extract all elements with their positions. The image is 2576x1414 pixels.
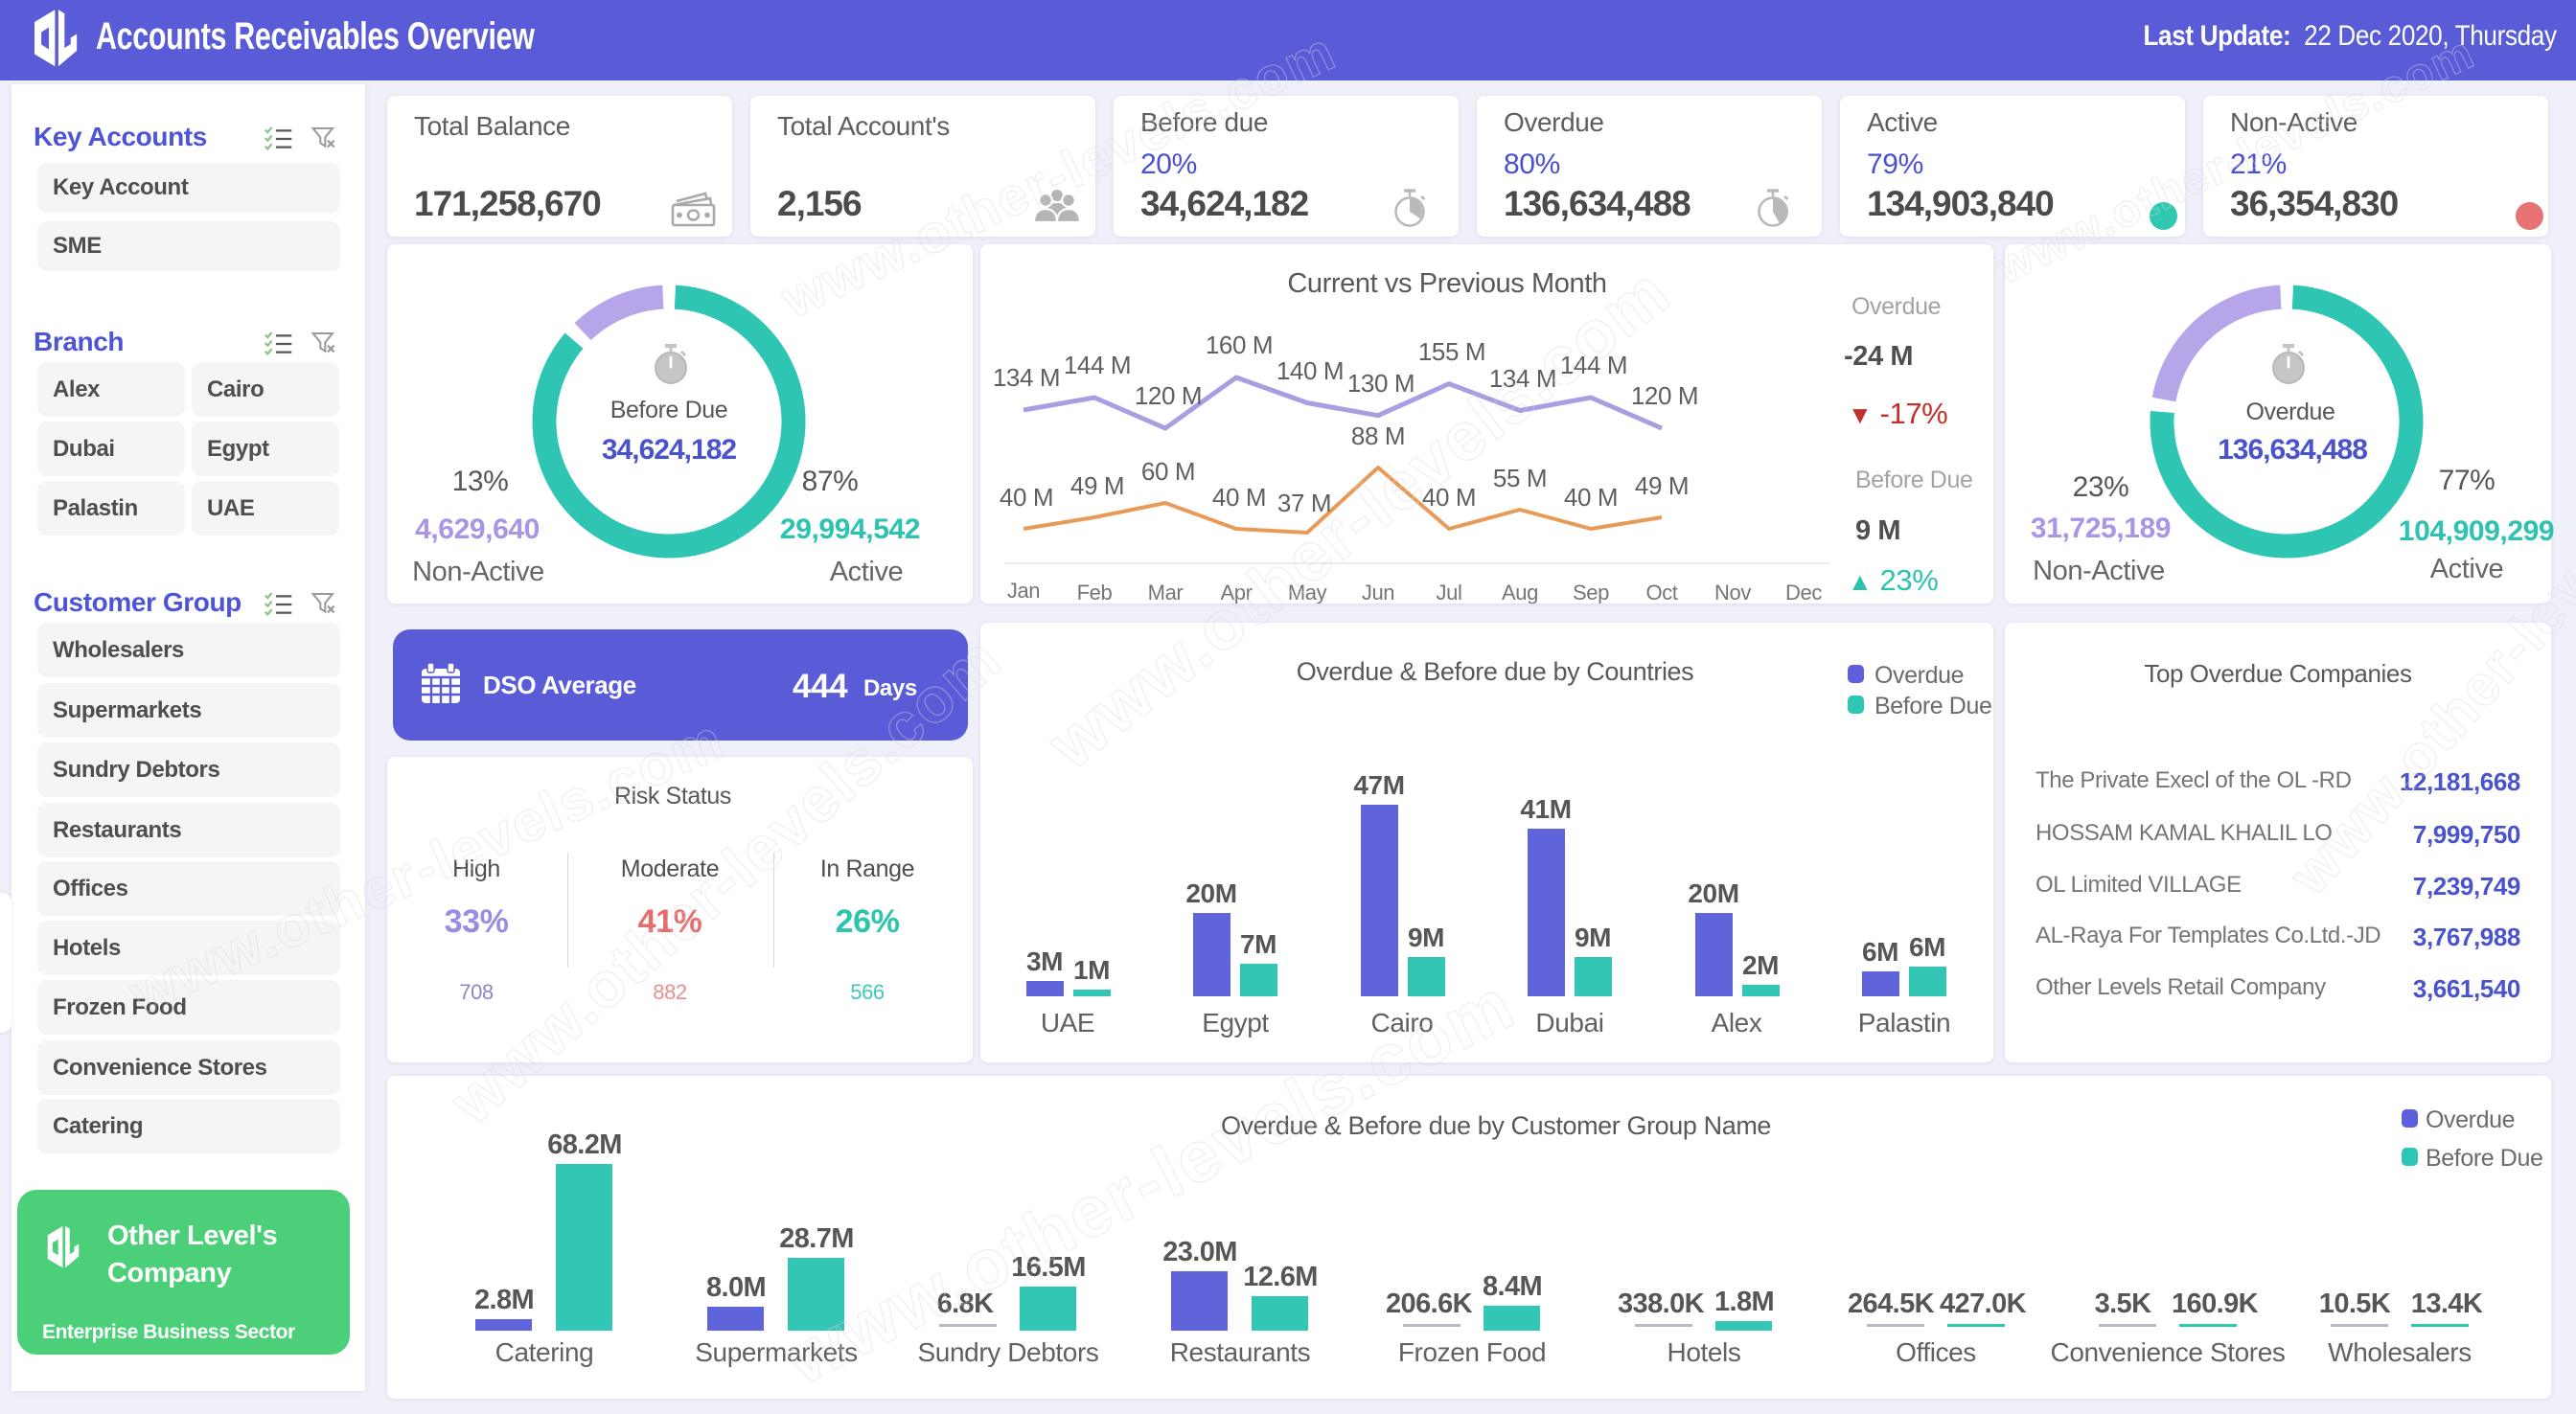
svg-text:140 M: 140 M — [1276, 356, 1344, 385]
svg-text:Feb: Feb — [1077, 581, 1113, 604]
svg-text:40 M: 40 M — [1564, 483, 1618, 512]
svg-text:134 M: 134 M — [993, 363, 1060, 392]
svg-text:120 M: 120 M — [1631, 381, 1698, 410]
svg-text:Nov: Nov — [1714, 581, 1751, 604]
svg-text:88 M: 88 M — [1351, 422, 1405, 450]
svg-text:49 M: 49 M — [1635, 471, 1689, 500]
svg-text:144 M: 144 M — [1560, 351, 1627, 379]
svg-text:55 M: 55 M — [1493, 464, 1547, 492]
svg-text:Aug: Aug — [1502, 581, 1538, 604]
svg-text:Jun: Jun — [1362, 581, 1394, 604]
svg-text:155 M: 155 M — [1418, 337, 1485, 366]
svg-text:130 M: 130 M — [1347, 369, 1414, 398]
svg-text:Sep: Sep — [1573, 581, 1609, 604]
svg-text:Oct: Oct — [1645, 581, 1677, 604]
svg-text:40 M: 40 M — [1422, 483, 1476, 512]
svg-text:Apr: Apr — [1220, 581, 1252, 604]
svg-text:Mar: Mar — [1148, 581, 1184, 604]
svg-text:Dec: Dec — [1785, 581, 1822, 604]
svg-text:37 M: 37 M — [1277, 489, 1331, 517]
svg-text:May: May — [1288, 581, 1327, 604]
svg-text:60 M: 60 M — [1141, 457, 1195, 486]
svg-text:120 M: 120 M — [1135, 381, 1202, 410]
svg-text:134 M: 134 M — [1489, 364, 1556, 393]
svg-text:40 M: 40 M — [1212, 483, 1266, 512]
svg-text:49 M: 49 M — [1070, 471, 1124, 500]
svg-text:Jul: Jul — [1437, 581, 1462, 604]
svg-text:Jan: Jan — [1007, 579, 1040, 603]
svg-text:40 M: 40 M — [1000, 483, 1053, 512]
svg-text:144 M: 144 M — [1064, 351, 1131, 379]
svg-text:160 M: 160 M — [1206, 331, 1273, 359]
